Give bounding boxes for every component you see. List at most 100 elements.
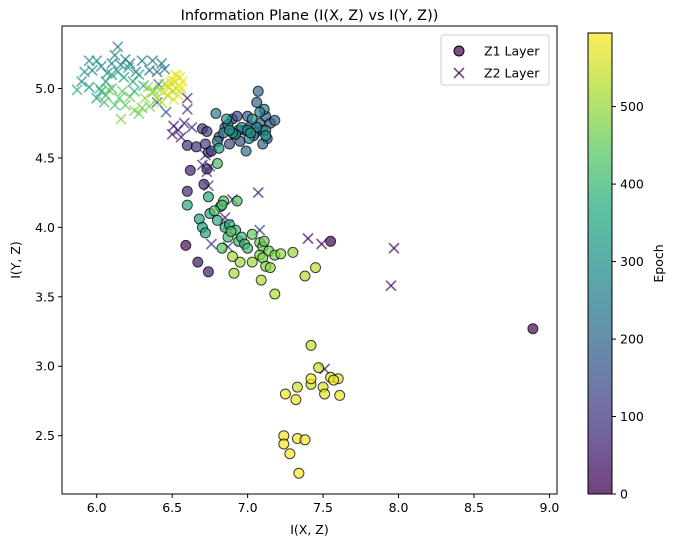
- z2-point: [106, 57, 118, 70]
- colorbar-frame: [587, 32, 613, 495]
- z1-point: [310, 262, 321, 274]
- z1-point: [216, 199, 228, 211]
- z1-point: [227, 251, 238, 262]
- z2-point: [160, 84, 172, 96]
- z2-point: [122, 62, 135, 74]
- chart-title: Information Plane (I(X, Z) vs I(Y, Z)): [181, 8, 439, 24]
- y-axis-label: I(Y, Z): [8, 241, 23, 279]
- z2-point: [136, 55, 148, 67]
- z1-point: [225, 226, 237, 237]
- z1-point: [275, 248, 287, 260]
- y-tick-label: 4.0: [35, 220, 55, 235]
- z2-point: [160, 106, 172, 118]
- z1-point: [284, 448, 296, 460]
- z1-point: [527, 323, 539, 335]
- z2-point: [106, 82, 118, 95]
- z1-point: [260, 130, 272, 142]
- x-tick-label: 7.0: [238, 500, 258, 515]
- z1-point: [199, 227, 211, 239]
- z1-point: [234, 256, 246, 268]
- z2-point: [385, 280, 397, 292]
- colorbar-tick-label: 500: [620, 99, 644, 114]
- z1-point: [211, 158, 223, 169]
- z2-point: [116, 85, 129, 97]
- colorbar-tick-label: 200: [620, 332, 644, 347]
- z1-point: [245, 127, 257, 139]
- z1-point: [202, 266, 214, 278]
- y-tick-label: 4.5: [35, 150, 55, 165]
- z2-point: [186, 121, 198, 134]
- z1-point: [264, 262, 276, 274]
- z2-point: [158, 63, 171, 75]
- z2-point: [115, 113, 127, 125]
- y-tick-label: 3.0: [35, 359, 55, 374]
- z2-point: [171, 70, 183, 82]
- z1-point: [278, 438, 290, 450]
- z2-point: [115, 59, 127, 71]
- z2-point: [128, 105, 141, 117]
- plot-area: [71, 41, 539, 479]
- colorbar-gradient: [588, 33, 612, 494]
- x-tick-label: 6.0: [87, 500, 107, 515]
- z2-point: [91, 92, 103, 104]
- z1-series: [180, 85, 539, 479]
- z2-point: [139, 92, 151, 104]
- z1-point: [258, 235, 270, 247]
- z2-point: [78, 66, 91, 78]
- z1-point: [231, 195, 243, 207]
- y-axis: 2.5 3.0 3.5 4.0 4.5 5.0: [35, 81, 62, 443]
- z1-point: [201, 126, 213, 137]
- z1-point: [180, 239, 192, 251]
- y-tick-label: 5.0: [35, 81, 55, 96]
- z1-point: [299, 270, 311, 282]
- z2-point: [75, 75, 88, 88]
- colorbar-label: Epoch: [651, 244, 666, 282]
- z2-point: [155, 57, 168, 70]
- z1-point: [199, 138, 211, 150]
- colorbar-tick-label: 400: [620, 177, 644, 192]
- x-tick-label: 8.0: [389, 500, 409, 515]
- x-tick-label: 8.5: [464, 500, 484, 515]
- z2-point: [168, 120, 180, 132]
- z2-point: [252, 186, 264, 199]
- z1-point: [192, 256, 204, 268]
- z2-point: [83, 81, 95, 93]
- colorbar-ticks: 0 100 200 300 400 500: [612, 99, 644, 502]
- z1-point: [325, 235, 337, 247]
- z1-point: [201, 163, 213, 175]
- z2-point: [315, 238, 328, 250]
- z1-point: [293, 467, 305, 479]
- colorbar-tick-label: 100: [620, 409, 644, 424]
- z1-point: [246, 228, 258, 240]
- z2-point: [302, 232, 314, 245]
- z2-point: [112, 41, 124, 53]
- z1-point: [279, 388, 291, 400]
- z1-point: [210, 108, 222, 119]
- z2-point: [109, 49, 121, 61]
- z1-point: [224, 138, 235, 150]
- x-axis: 6.0 6.5 7.0 7.5 8.0 8.5 9.0: [87, 494, 559, 515]
- z2-point: [388, 242, 400, 254]
- z2-point: [151, 96, 163, 109]
- z1-point: [240, 145, 252, 157]
- z1-point: [305, 339, 317, 351]
- z2-point: [205, 238, 218, 250]
- z1-point: [287, 246, 299, 258]
- legend-z1-label: Z1 Layer: [484, 44, 540, 59]
- z1-point: [254, 106, 266, 118]
- z1-point: [211, 214, 223, 226]
- z2-point: [155, 96, 168, 109]
- legend: Z1 Layer Z2 Layer: [440, 34, 550, 86]
- z1-point: [198, 178, 210, 190]
- z1-point: [216, 242, 228, 254]
- legend-z2-label: Z2 Layer: [484, 66, 540, 81]
- z2-point: [174, 80, 186, 92]
- x-tick-label: 6.5: [162, 500, 182, 515]
- z1-point: [202, 191, 214, 203]
- z1-point: [181, 185, 193, 197]
- z1-point: [334, 389, 346, 401]
- z1-point: [252, 85, 264, 97]
- z2-point: [109, 99, 121, 111]
